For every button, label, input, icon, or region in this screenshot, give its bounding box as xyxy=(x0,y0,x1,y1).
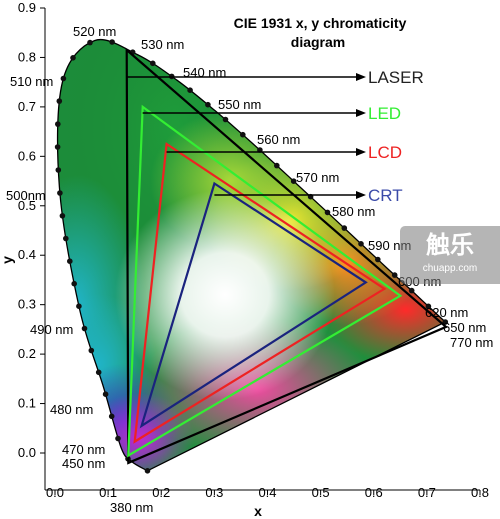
y-tick-label: 0.7 xyxy=(18,99,36,114)
locus-dot xyxy=(108,413,115,420)
locus-dot xyxy=(67,258,73,265)
locus-dot xyxy=(76,303,82,310)
locus-dot xyxy=(274,162,280,169)
x-tick-label: 0.6 xyxy=(365,485,383,500)
locus-dot xyxy=(57,190,63,196)
locus-dot xyxy=(115,435,121,442)
wavelength-label: 520 nm xyxy=(73,24,116,39)
wavelength-label: 380 nm xyxy=(110,500,153,515)
wavelength-label: 530 nm xyxy=(141,37,184,52)
wavelength-label: 510 nm xyxy=(10,74,53,89)
wavelength-label: 470 nm xyxy=(62,442,105,457)
locus-dot xyxy=(324,209,331,216)
gamut-led-triangle xyxy=(127,104,403,458)
spectral-locus-outline xyxy=(56,38,447,472)
gamut-triangles xyxy=(125,47,449,465)
gamut-lcd-triangle xyxy=(133,142,387,444)
watermark-url: chuapp.com xyxy=(422,263,478,274)
wavelength-label: 580 nm xyxy=(332,204,375,219)
watermark-logo: 触乐 xyxy=(426,232,474,259)
locus-dot xyxy=(240,131,246,138)
locus-dot xyxy=(391,272,398,278)
locus-dot xyxy=(425,303,432,310)
locus-dot xyxy=(150,60,156,67)
locus-dot xyxy=(205,101,211,108)
locus-dot xyxy=(63,235,69,242)
x-tick-label: 0.5 xyxy=(312,485,330,500)
locus-dot xyxy=(88,347,95,354)
locus-dot xyxy=(70,55,76,61)
x-tick-label: 0.4 xyxy=(258,485,276,500)
locus-dot xyxy=(54,144,61,150)
locus-dot xyxy=(56,98,63,104)
locus-dot xyxy=(60,75,67,82)
y-tick-label: 0.6 xyxy=(18,148,36,163)
wavelength-label: 650 nm xyxy=(443,320,486,335)
axes: 0.0 0.1 0.2 0.3 0.4 0.5 0.6 0.7 0.8 0.0 0.1 0.2 0.3 0… xyxy=(18,0,489,500)
wavelength-label: 560 nm xyxy=(257,132,300,147)
wavelength-label: 490 nm xyxy=(30,322,73,337)
watermark: 触乐 chuapp.com xyxy=(400,226,500,284)
locus-dot xyxy=(358,241,364,247)
y-tick-label: 0.0 xyxy=(18,445,36,460)
chart-title-line-1: CIE 1931 x, y chromaticity xyxy=(234,15,407,31)
locus-dot xyxy=(187,87,193,93)
x-tick-label: 0.2 xyxy=(152,485,170,500)
gamut-laser-triangle xyxy=(125,47,449,465)
legend-label-laser: LASER xyxy=(368,68,424,87)
y-tick-label: 0.9 xyxy=(18,0,36,15)
y-tick-label: 0.4 xyxy=(18,247,36,262)
locus-dot xyxy=(222,116,229,123)
legend-arrow-head xyxy=(356,148,366,156)
locus-dot xyxy=(109,39,115,45)
legend-label-lcd: LCD xyxy=(368,143,402,162)
x-tick-label: 0.0 xyxy=(46,485,64,500)
wavelength-label: 480 nm xyxy=(50,402,93,417)
legend-arrow-head xyxy=(356,73,366,81)
y-tick-label: 0.3 xyxy=(18,297,36,312)
locus-dot xyxy=(71,280,77,287)
wavelength-label: 770 nm xyxy=(450,335,493,350)
x-tick-label: 0.1 xyxy=(99,485,117,500)
locus-dot xyxy=(341,225,348,231)
wavelength-label: 500nm xyxy=(6,188,46,203)
locus-dot xyxy=(87,39,93,46)
y-axis-label: y xyxy=(0,256,15,264)
legend: LASER LED LCD CRT xyxy=(126,68,424,205)
y-tick-label: 0.1 xyxy=(18,396,36,411)
wavelength-label: 570 nm xyxy=(296,170,339,185)
locus-dot xyxy=(102,391,109,398)
x-axis-label: x xyxy=(254,503,262,519)
locus-dot xyxy=(81,325,88,332)
y-tick-label: 0.8 xyxy=(18,49,36,64)
locus-dot xyxy=(95,369,102,376)
legend-arrow-head xyxy=(356,109,366,117)
y-tick-label: 0.2 xyxy=(18,346,36,361)
legend-arrow-head xyxy=(356,191,366,199)
legend-label-crt: CRT xyxy=(368,186,403,205)
locus-dot xyxy=(408,287,415,294)
wavelength-label: 550 nm xyxy=(218,97,261,112)
gamut-crt-triangle xyxy=(139,181,368,429)
locus-dot xyxy=(55,167,62,173)
x-tick-label: 0.8 xyxy=(471,485,489,500)
x-tick-label: 0.3 xyxy=(205,485,223,500)
wavelength-label: 450 nm xyxy=(62,456,105,471)
locus-dot xyxy=(442,319,449,325)
locus-dot xyxy=(59,213,66,219)
locus-dot xyxy=(290,178,297,184)
locus-dot xyxy=(144,468,151,474)
x-tick-label: 0.7 xyxy=(418,485,436,500)
legend-label-led: LED xyxy=(368,104,401,123)
chart-title-line-2: diagram xyxy=(291,34,345,50)
wavelength-label: 620 nm xyxy=(425,305,468,320)
locus-dot xyxy=(55,121,61,127)
y-tick-label: 0.5 xyxy=(18,198,36,213)
locus-dot xyxy=(375,256,381,263)
